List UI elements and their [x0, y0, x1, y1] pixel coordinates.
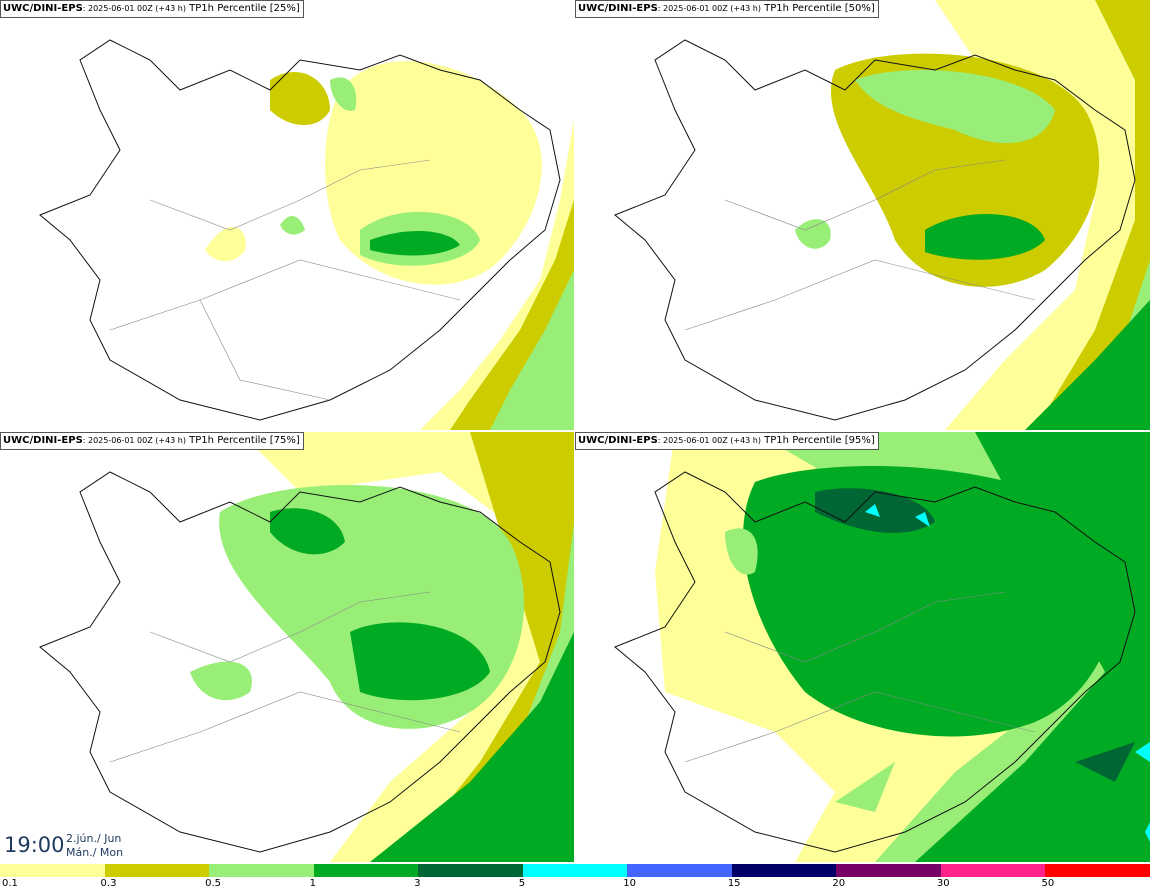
legend-swatch [940, 864, 1047, 877]
precip-map-p95 [614, 432, 1150, 862]
map-panel-p25: UWC/DINI-EPS: 2025-06-01 00Z (+43 h) TP1… [0, 0, 574, 430]
precip-map-p25 [39, 39, 574, 430]
legend-tick-label: 0.5 [205, 878, 221, 889]
valid-weekday: Mán./ Mon [66, 846, 124, 859]
model-run: : 2025-06-01 00Z (+43 h) [82, 436, 186, 445]
legend-tick-label: 1 [309, 878, 316, 889]
model-source: UWC/DINI-EPS [578, 3, 658, 14]
legend-swatch [627, 864, 733, 877]
legend-tick-label: 15 [727, 878, 741, 889]
color-legend: 0.1 0.3 0.5 1 3 5 10 15 20 30 50 [0, 862, 1150, 891]
model-run: : 2025-06-01 00Z (+43 h) [657, 436, 761, 445]
panel-title: UWC/DINI-EPS: 2025-06-01 00Z (+43 h) TP1… [575, 0, 879, 18]
legend-swatch [522, 864, 629, 877]
legend-swatch [1045, 864, 1150, 877]
map-panel-p50: UWC/DINI-EPS: 2025-06-01 00Z (+43 h) TP1… [575, 0, 1150, 430]
legend-tick-label: 10 [623, 878, 636, 889]
legend-swatch [836, 864, 942, 877]
precip-map-p75 [39, 432, 574, 862]
legend-swatch [418, 864, 524, 877]
valid-time-box: 19:00 2.jún./ Jun Mán./ Mon [0, 829, 130, 862]
valid-time: 19:00 [4, 833, 65, 857]
legend-swatch [0, 864, 106, 877]
model-run: : 2025-06-01 00Z (+43 h) [657, 4, 761, 13]
road-network [109, 159, 461, 401]
model-source: UWC/DINI-EPS [3, 3, 83, 14]
model-run: : 2025-06-01 00Z (+43 h) [82, 4, 186, 13]
legend-swatch [731, 864, 838, 877]
legend-tick-label: 20 [832, 878, 846, 889]
field-label: TP1h Percentile [75%] [189, 435, 300, 446]
legend-swatch [104, 864, 211, 877]
map-panel-p95: UWC/DINI-EPS: 2025-06-01 00Z (+43 h) TP1… [575, 432, 1150, 862]
precip-map-p50 [614, 0, 1150, 430]
map-panel-p75: UWC/DINI-EPS: 2025-06-01 00Z (+43 h) TP1… [0, 432, 574, 862]
model-source: UWC/DINI-EPS [3, 435, 83, 446]
valid-date: 2.jún./ Jun [66, 832, 122, 845]
legend-tick-label: 30 [936, 878, 950, 889]
legend-tick-label: 3 [414, 878, 421, 889]
legend-tick-label: 0.1 [2, 878, 18, 889]
field-label: TP1h Percentile [25%] [189, 3, 300, 14]
legend-tick-label: 0.3 [100, 878, 117, 889]
panel-title: UWC/DINI-EPS: 2025-06-01 00Z (+43 h) TP1… [575, 432, 879, 450]
field-label: TP1h Percentile [95%] [764, 435, 875, 446]
model-source: UWC/DINI-EPS [578, 435, 658, 446]
legend-tick-label: 50 [1041, 878, 1055, 889]
legend-swatch [209, 864, 315, 877]
legend-swatch [313, 864, 420, 877]
panel-title: UWC/DINI-EPS: 2025-06-01 00Z (+43 h) TP1… [0, 0, 304, 18]
field-label: TP1h Percentile [50%] [764, 3, 875, 14]
legend-tick-label: 5 [518, 878, 526, 889]
panel-title: UWC/DINI-EPS: 2025-06-01 00Z (+43 h) TP1… [0, 432, 304, 450]
coastline [39, 39, 561, 421]
